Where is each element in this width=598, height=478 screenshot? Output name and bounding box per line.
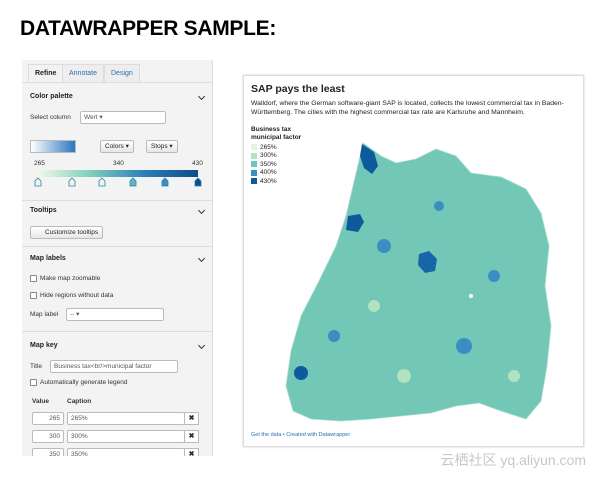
label: Map label <box>30 311 59 318</box>
tab[interactable]: Design <box>104 64 140 82</box>
scale-label: 265 <box>34 160 45 167</box>
section-title[interactable]: Map key <box>30 342 206 349</box>
select[interactable]: -- <box>66 308 164 321</box>
button[interactable]: Stops <box>146 140 178 153</box>
remove-button[interactable]: ✖ <box>184 430 199 443</box>
label: Title <box>30 363 43 370</box>
tab[interactable]: Annotate <box>62 64 105 82</box>
section-title[interactable]: Tooltips <box>30 207 206 214</box>
column-header: Value <box>32 398 49 405</box>
checkbox[interactable]: Make map zoomable <box>30 275 100 282</box>
divider <box>22 200 212 201</box>
text-input[interactable]: Business tax<br/>municipal factor <box>50 360 178 373</box>
sidebar: Refine Annotate Design Color palette Sel… <box>22 60 213 456</box>
scale-label: 430 <box>192 160 203 167</box>
heading: DATAWRAPPER SAMPLE: <box>20 17 277 40</box>
section-title[interactable]: Color palette <box>30 93 206 100</box>
stop-markers <box>34 177 202 187</box>
button[interactable]: Customize tooltips <box>30 226 104 239</box>
chart-preview: SAP pays the least Walldorf, where the G… <box>243 75 584 447</box>
legend-swatch <box>251 178 257 184</box>
caption-input[interactable]: 350% <box>67 448 185 456</box>
legend-swatch <box>251 169 257 176</box>
remove-button[interactable]: ✖ <box>184 448 199 456</box>
legend-label: 350% <box>260 160 277 168</box>
legend-label: 400% <box>260 169 277 176</box>
legend-label: 265% <box>260 143 277 151</box>
tab[interactable]: Refine <box>28 64 64 82</box>
scale-label: 340 <box>113 160 124 167</box>
legend-swatch <box>251 161 257 167</box>
checkbox[interactable]: Automatically generate legend <box>30 379 127 386</box>
checkbox[interactable]: Hide regions without data <box>30 292 113 299</box>
legend-swatch <box>251 144 257 150</box>
footer[interactable]: Get the data • Created with Datawrapper <box>251 432 351 438</box>
palette-swatch[interactable] <box>30 140 76 153</box>
divider <box>22 331 212 332</box>
button[interactable]: Colors <box>100 140 134 153</box>
divider <box>22 82 212 83</box>
gradient-bar <box>38 170 198 177</box>
chart-description: Walldorf, where the German software-gian… <box>251 100 564 116</box>
map-regions <box>294 144 520 383</box>
caption-input[interactable]: 300% <box>67 430 185 443</box>
select[interactable]: Wert <box>80 111 166 124</box>
section-title[interactable]: Map labels <box>30 255 206 262</box>
legend-label: 430% <box>260 177 277 185</box>
value-input[interactable]: 350 <box>32 448 64 456</box>
legend-title: municipal factor <box>251 134 302 141</box>
caption-input[interactable]: 265% <box>67 412 185 425</box>
label: Select column <box>30 114 71 121</box>
value-input[interactable]: 265 <box>32 412 64 425</box>
divider <box>22 246 212 247</box>
map <box>285 142 552 422</box>
map-shape <box>285 142 552 422</box>
value-input[interactable]: 300 <box>32 430 64 443</box>
legend-title: Business tax <box>251 126 292 133</box>
legend-swatch <box>251 152 257 159</box>
watermark: 云栖社区 yq.aliyun.com <box>440 452 586 468</box>
legend-label: 300% <box>260 152 277 159</box>
chart-title: SAP pays the least <box>251 83 345 95</box>
remove-button[interactable]: ✖ <box>184 412 199 425</box>
column-header: Caption <box>67 398 92 405</box>
